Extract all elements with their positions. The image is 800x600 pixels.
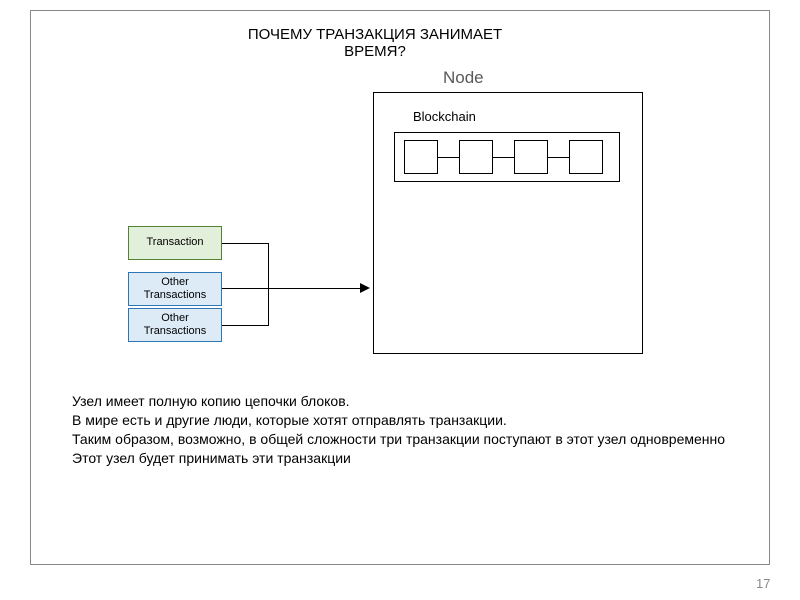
desc-line1: Узел имеет полную копию цепочки блоков.	[72, 393, 350, 409]
block-link-2	[493, 157, 514, 158]
blockchain-label: Blockchain	[413, 109, 476, 124]
arrow-head-icon	[360, 283, 370, 293]
title-line1: ПОЧЕМУ ТРАНЗАКЦИЯ ЗАНИМАЕТ	[248, 26, 502, 43]
slide-title: ПОЧЕМУ ТРАНЗАКЦИЯ ЗАНИМАЕТ ВРЕМЯ?	[225, 26, 525, 60]
tx-other2-label: Other Transactions	[129, 312, 221, 338]
block-1	[404, 140, 438, 174]
block-4	[569, 140, 603, 174]
block-2	[459, 140, 493, 174]
desc-line4: Этот узел будет принимать эти транзакции	[72, 450, 351, 466]
line-tx2-h	[222, 288, 268, 289]
line-tx3-h	[222, 325, 268, 326]
page-number: 17	[756, 576, 770, 591]
block-link-1	[438, 157, 459, 158]
line-arrow-main	[268, 288, 366, 289]
description-text: Узел имеет полную копию цепочки блоков. …	[72, 392, 752, 468]
desc-line3: Таким образом, возможно, в общей сложнос…	[72, 431, 725, 447]
line-tx1-h	[222, 243, 268, 244]
tx-other1-label: Other Transactions	[129, 276, 221, 302]
desc-line2: В мире есть и другие люди, которые хотят…	[72, 412, 507, 428]
line-tx1-v	[268, 243, 269, 288]
transaction-main: Transaction	[128, 226, 222, 260]
title-line2: ВРЕМЯ?	[344, 43, 406, 60]
block-link-3	[548, 157, 569, 158]
block-3	[514, 140, 548, 174]
node-label: Node	[443, 68, 484, 88]
transaction-other-1: Other Transactions	[128, 272, 222, 306]
tx-main-label: Transaction	[146, 236, 203, 249]
line-tx3-v	[268, 288, 269, 326]
transaction-other-2: Other Transactions	[128, 308, 222, 342]
